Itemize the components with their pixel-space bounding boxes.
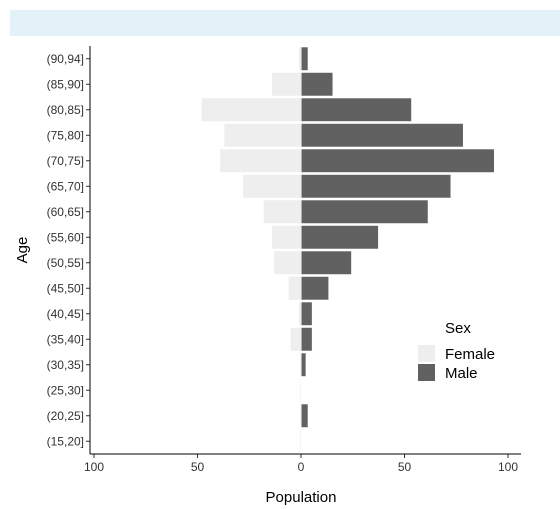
legend-label-male: Male [445, 365, 478, 382]
bar-female-(40,45] [298, 302, 301, 326]
bar-female-(50,55] [274, 251, 301, 275]
bar-female-(35,40] [290, 327, 301, 351]
bar-female-(75,80] [224, 123, 301, 147]
bar-male-(40,45] [301, 302, 312, 326]
x-tick-label: 100 [84, 460, 104, 474]
bar-male-(20,25] [301, 404, 308, 428]
bar-male-(45,50] [301, 276, 329, 300]
legend-key-female [418, 345, 435, 362]
bar-male-(65,70] [301, 174, 451, 198]
y-tick-label: (20,25] [47, 409, 84, 423]
bar-female-(60,65] [263, 200, 301, 224]
legend: Sex Female Male [418, 320, 495, 382]
legend-label-female: Female [445, 346, 495, 363]
bar-female-(70,75] [220, 149, 301, 173]
x-tick-label: 50 [191, 460, 205, 474]
bars-group [201, 47, 495, 453]
bar-female-(20,25] [300, 404, 301, 428]
y-tick-label: (60,65] [47, 205, 84, 219]
y-tick-label: (25,30] [47, 383, 84, 397]
x-tick-label: 100 [498, 460, 518, 474]
bar-female-(90,94] [298, 47, 301, 71]
y-axis-title: Age [14, 237, 31, 264]
bar-female-(45,50] [288, 276, 301, 300]
bar-female-(30,35] [300, 353, 301, 377]
header-band [10, 10, 560, 36]
y-tick-label: (50,55] [47, 256, 84, 270]
bar-female-(80,85] [201, 98, 301, 122]
y-tick-label: (40,45] [47, 307, 84, 321]
x-tick-label: 50 [398, 460, 412, 474]
bar-male-(30,35] [301, 353, 306, 377]
y-tick-label: (45,50] [47, 281, 84, 295]
bar-male-(35,40] [301, 327, 312, 351]
bar-female-(15,20] [300, 429, 301, 453]
y-tick-label: (15,20] [47, 434, 84, 448]
x-axis-title: Population [266, 489, 337, 506]
y-tick-label: (85,90] [47, 77, 84, 91]
y-tick-label: (30,35] [47, 358, 84, 372]
legend-title: Sex [445, 320, 471, 337]
bar-female-(25,30] [300, 378, 301, 402]
x-axis-ticks: 100 50 0 50 100 [84, 454, 518, 474]
bar-male-(90,94] [301, 47, 308, 71]
bar-male-(60,65] [301, 200, 428, 224]
bar-female-(55,60] [272, 225, 301, 249]
bar-female-(85,90] [272, 72, 301, 96]
y-tick-label: (65,70] [47, 179, 84, 193]
y-axis-ticks: (15,20] (20,25] (25,30] (30,35] (35,40] (40,4… [47, 52, 90, 448]
y-tick-label: (90,94] [47, 52, 84, 66]
y-tick-label: (35,40] [47, 332, 84, 346]
bar-male-(55,60] [301, 225, 379, 249]
bar-female-(65,70] [243, 174, 301, 198]
bar-male-(80,85] [301, 98, 412, 122]
y-tick-label: (55,60] [47, 230, 84, 244]
bar-male-(75,80] [301, 123, 463, 147]
y-tick-label: (75,80] [47, 128, 84, 142]
legend-key-male [418, 364, 435, 381]
bar-male-(85,90] [301, 72, 333, 96]
y-tick-label: (70,75] [47, 154, 84, 168]
y-tick-label: (80,85] [47, 103, 84, 117]
bar-male-(50,55] [301, 251, 352, 275]
bar-male-(70,75] [301, 149, 495, 173]
x-tick-label: 0 [298, 460, 305, 474]
